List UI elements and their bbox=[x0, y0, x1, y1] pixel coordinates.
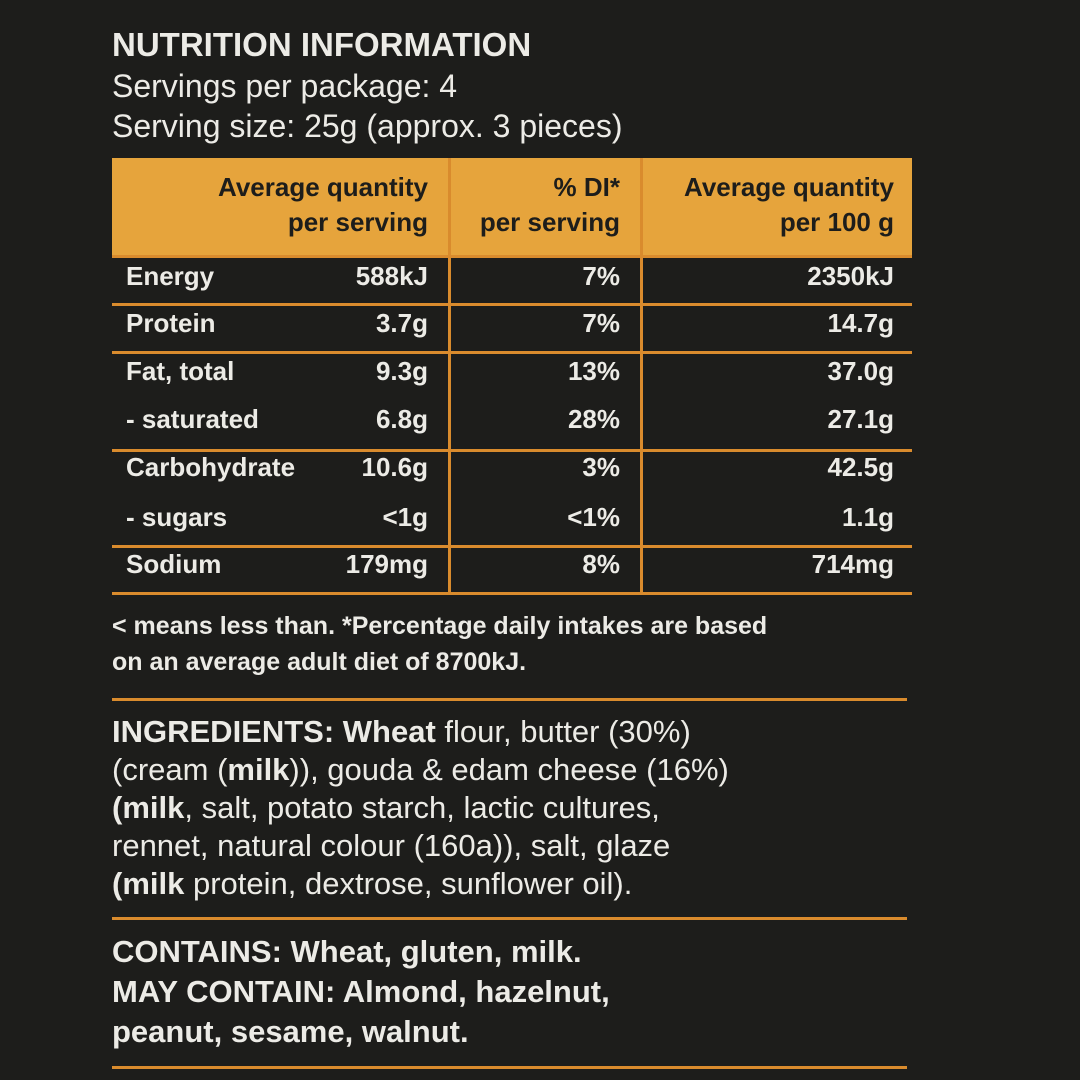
cell-value: 2350kJ bbox=[807, 261, 894, 291]
cell-value: 3.7g bbox=[375, 308, 428, 338]
ingredients-text: flour, butter (30%) bbox=[435, 714, 691, 749]
footnote: < means less than. *Percentage daily int… bbox=[112, 612, 768, 640]
rule bbox=[112, 449, 912, 452]
header-cell: per serving bbox=[479, 207, 620, 237]
cell-value: 42.5g bbox=[827, 452, 895, 482]
ingredients-line: (cream (milk)), gouda & edam cheese (16%… bbox=[112, 752, 729, 788]
ingredients-line: (milk protein, dextrose, sunflower oil). bbox=[112, 866, 632, 902]
serving-size: Serving size: 25g (approx. 3 pieces) bbox=[112, 108, 623, 144]
row-label: Fat, total bbox=[126, 356, 235, 386]
cell-value: 9.3g bbox=[375, 356, 428, 386]
header-cell: Average quantity bbox=[684, 172, 894, 202]
rule bbox=[112, 698, 907, 701]
ingredients-line: INGREDIENTS: Wheat flour, butter (30%) bbox=[112, 714, 691, 750]
row-label: - saturated bbox=[126, 404, 259, 434]
cell-value: 37.0g bbox=[827, 356, 895, 386]
cell-value: 3% bbox=[582, 452, 620, 482]
ingredients-text: (milk bbox=[112, 866, 185, 901]
header-cell: Average quantity bbox=[218, 172, 428, 202]
cell-value: <1g bbox=[382, 502, 428, 532]
cell-value: 14.7g bbox=[827, 308, 895, 338]
row-label: Protein bbox=[126, 308, 216, 338]
cell-value: 27.1g bbox=[827, 404, 895, 434]
cell-value: 8% bbox=[582, 549, 620, 579]
row-label: Sodium bbox=[126, 549, 222, 579]
allergens-line: CONTAINS: Wheat, gluten, milk. bbox=[112, 934, 582, 969]
cell-value: 10.6g bbox=[361, 452, 429, 482]
ingredients-text: (cream ( bbox=[112, 752, 228, 787]
rule bbox=[112, 545, 912, 548]
rule bbox=[112, 592, 912, 595]
ingredients-text: protein, dextrose, sunflower oil). bbox=[184, 866, 633, 901]
allergens-line: peanut, sesame, walnut. bbox=[112, 1014, 469, 1049]
cell-value: 179mg bbox=[345, 549, 428, 579]
row-label: Energy bbox=[126, 261, 215, 291]
cell-value: 7% bbox=[582, 308, 620, 338]
servings: Servings per package: 4 bbox=[112, 68, 458, 104]
cell-value: 588kJ bbox=[355, 261, 428, 291]
header-cell: per 100 g bbox=[779, 207, 894, 237]
divider bbox=[448, 158, 451, 594]
header-cell: % DI* bbox=[553, 172, 620, 202]
ingredients-text: )), gouda & edam cheese (16%) bbox=[289, 752, 729, 787]
ingredients-text: rennet, natural colour (160a)), salt, gl… bbox=[112, 828, 671, 863]
ingredients-text: (milk bbox=[112, 790, 185, 825]
row-label: Carbohydrate bbox=[126, 452, 296, 482]
footnote: on an average adult diet of 8700kJ. bbox=[112, 648, 527, 676]
cell-value: 28% bbox=[567, 404, 620, 434]
cell-value: 7% bbox=[582, 261, 620, 291]
ingredients-line: (milk, salt, potato starch, lactic cultu… bbox=[112, 790, 660, 826]
divider bbox=[640, 158, 643, 594]
header-cell: per serving bbox=[287, 207, 428, 237]
row-label: - sugars bbox=[126, 502, 228, 532]
rule bbox=[112, 303, 912, 306]
ingredients-text: , salt, potato starch, lactic cultures, bbox=[184, 790, 660, 825]
rule bbox=[112, 351, 912, 354]
ingredients-text: INGREDIENTS: Wheat bbox=[112, 714, 436, 749]
cell-value: 13% bbox=[567, 356, 620, 386]
rule bbox=[112, 917, 907, 920]
rule bbox=[112, 1066, 907, 1069]
table-header-bg bbox=[112, 158, 912, 255]
cell-value: 714mg bbox=[811, 549, 894, 579]
ingredients-text: milk bbox=[227, 752, 290, 787]
title: NUTRITION INFORMATION bbox=[112, 26, 532, 63]
cell-value: 6.8g bbox=[375, 404, 428, 434]
rule bbox=[112, 255, 912, 258]
cell-value: <1% bbox=[567, 502, 620, 532]
cell-value: 1.1g bbox=[841, 502, 894, 532]
ingredients-line: rennet, natural colour (160a)), salt, gl… bbox=[112, 828, 670, 864]
allergens-line: MAY CONTAIN: Almond, hazelnut, bbox=[112, 974, 610, 1009]
